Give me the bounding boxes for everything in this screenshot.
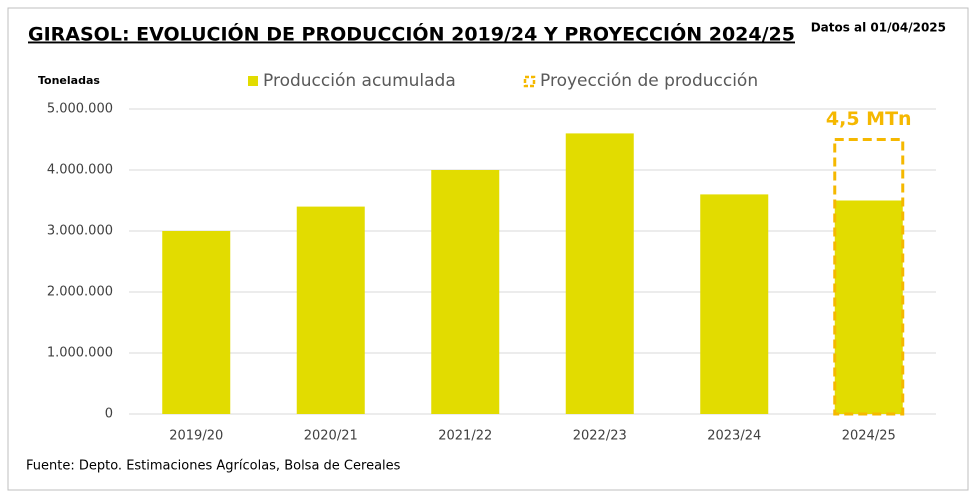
legend-label: Producción acumulada (263, 71, 456, 91)
x-tick-label: 2021/22 (438, 429, 492, 444)
data-label: 4,5 MTn (826, 108, 912, 130)
source-note: Fuente: Depto. Estimaciones Agrícolas, B… (26, 459, 401, 474)
projection-bar (833, 138, 905, 416)
x-tick-label: 2022/23 (573, 429, 627, 444)
legend-label: Proyección de producción (540, 71, 758, 91)
bar (700, 194, 769, 414)
chart-title: GIRASOL: EVOLUCIÓN DE PRODUCCIÓN 2019/24… (28, 22, 795, 46)
bar (834, 200, 903, 414)
y-tick-label: 0 (105, 407, 113, 422)
y-tick-label: 4.000.000 (47, 163, 113, 178)
x-tick-label: 2019/20 (169, 429, 223, 444)
x-tick-label: 2023/24 (707, 429, 761, 444)
bar (162, 231, 231, 414)
y-tick-label: 2.000.000 (47, 285, 113, 300)
bar (565, 133, 634, 414)
legend-swatch (248, 76, 258, 86)
x-tick-label: 2024/25 (842, 429, 896, 444)
x-tick-label: 2020/21 (304, 429, 358, 444)
y-tick-label: 3.000.000 (47, 224, 113, 239)
date-note: Datos al 01/04/2025 (811, 21, 946, 35)
y-tick-label: 5.000.000 (47, 102, 113, 117)
y-tick-label: 1.000.000 (47, 346, 113, 361)
bar (431, 170, 500, 414)
bar (296, 206, 365, 414)
y-axis-label: Toneladas (38, 74, 100, 87)
legend-swatch (523, 75, 536, 88)
